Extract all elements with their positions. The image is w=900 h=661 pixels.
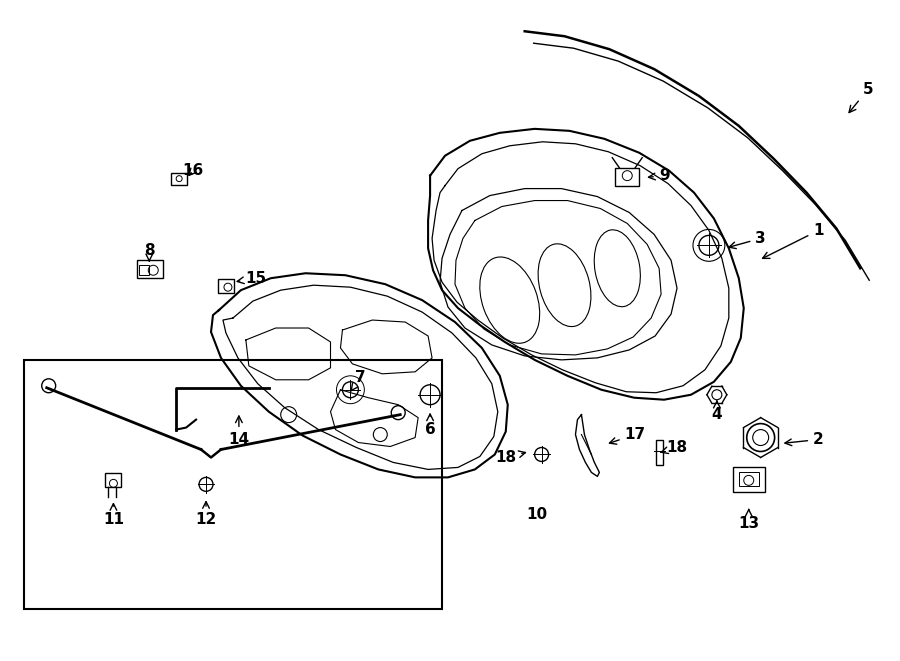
Text: 7: 7 xyxy=(351,370,365,391)
Text: 2: 2 xyxy=(785,432,824,447)
Bar xyxy=(739,473,759,486)
Bar xyxy=(138,260,163,278)
Text: 10: 10 xyxy=(526,507,547,522)
Text: 14: 14 xyxy=(229,416,249,447)
Bar xyxy=(733,467,765,492)
Text: 13: 13 xyxy=(738,510,760,531)
Text: 5: 5 xyxy=(849,81,874,112)
Bar xyxy=(616,168,639,186)
Text: 18: 18 xyxy=(495,450,526,465)
Bar xyxy=(171,173,187,184)
Bar xyxy=(23,360,442,609)
Text: 11: 11 xyxy=(103,504,124,527)
Bar xyxy=(218,279,234,293)
Text: 1: 1 xyxy=(762,223,824,258)
Text: 15: 15 xyxy=(238,271,266,286)
Text: 9: 9 xyxy=(649,168,670,183)
Text: 18: 18 xyxy=(661,440,688,455)
Text: 6: 6 xyxy=(425,414,436,437)
Text: 3: 3 xyxy=(729,231,766,249)
Bar xyxy=(140,265,149,275)
Bar xyxy=(105,473,122,487)
Bar xyxy=(656,440,663,465)
Text: 12: 12 xyxy=(195,502,217,527)
Text: 4: 4 xyxy=(712,401,722,422)
Text: 8: 8 xyxy=(144,243,155,261)
Text: 17: 17 xyxy=(609,427,646,444)
Text: 16: 16 xyxy=(183,163,203,178)
